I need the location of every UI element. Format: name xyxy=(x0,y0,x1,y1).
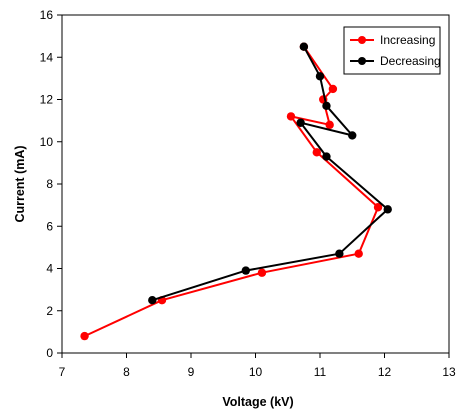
data-point-increasing xyxy=(325,120,334,130)
y-tick-label: 4 xyxy=(46,262,53,276)
x-tick-label: 9 xyxy=(188,365,195,379)
data-point-decreasing xyxy=(299,42,309,51)
series-layer xyxy=(80,42,392,341)
data-point-increasing xyxy=(373,203,383,212)
y-tick-label: 0 xyxy=(46,346,53,360)
y-tick-label: 8 xyxy=(46,177,53,191)
legend-box xyxy=(343,26,441,75)
y-tick-label: 16 xyxy=(40,8,54,22)
data-point-decreasing xyxy=(315,72,325,81)
legend-marker-increasing xyxy=(358,36,366,44)
data-point-decreasing xyxy=(296,118,305,127)
legend: Increasing Decreasing xyxy=(343,26,441,75)
legend-label-decreasing: Decreasing xyxy=(380,54,441,68)
data-point-increasing xyxy=(312,148,321,157)
x-tick-label: 13 xyxy=(442,365,456,379)
data-point-increasing xyxy=(328,84,338,94)
data-point-increasing xyxy=(80,331,89,341)
data-point-decreasing xyxy=(335,249,344,258)
x-tick-label: 12 xyxy=(378,365,392,379)
x-tick-label: 10 xyxy=(249,365,263,379)
axes: 7 8 9 10 11 12 13 0 2 4 6 8 10 12 14 16 xyxy=(40,8,456,379)
data-point-decreasing xyxy=(348,131,357,140)
legend-label-increasing: Increasing xyxy=(380,33,435,47)
data-point-increasing xyxy=(286,112,296,121)
data-point-decreasing xyxy=(322,152,331,161)
y-tick-label: 2 xyxy=(46,304,53,318)
y-axis-title: Current (mA) xyxy=(13,145,27,222)
data-point-decreasing xyxy=(148,295,157,305)
x-tick-label: 11 xyxy=(314,365,327,379)
data-point-decreasing xyxy=(322,101,331,111)
y-tick-label: 12 xyxy=(40,93,54,107)
data-point-increasing xyxy=(257,268,267,277)
y-tick-label: 10 xyxy=(40,135,54,149)
y-tick-label: 6 xyxy=(46,219,53,233)
x-tick-label: 7 xyxy=(59,365,66,379)
data-point-decreasing xyxy=(241,266,251,275)
x-axis-title: Voltage (kV) xyxy=(222,395,293,409)
data-point-increasing xyxy=(354,249,363,258)
legend-marker-decreasing xyxy=(358,57,366,65)
series-line-decreasing xyxy=(151,46,389,302)
y-tick-label: 14 xyxy=(40,50,54,64)
data-point-decreasing xyxy=(383,205,392,214)
x-tick-label: 8 xyxy=(123,365,130,379)
